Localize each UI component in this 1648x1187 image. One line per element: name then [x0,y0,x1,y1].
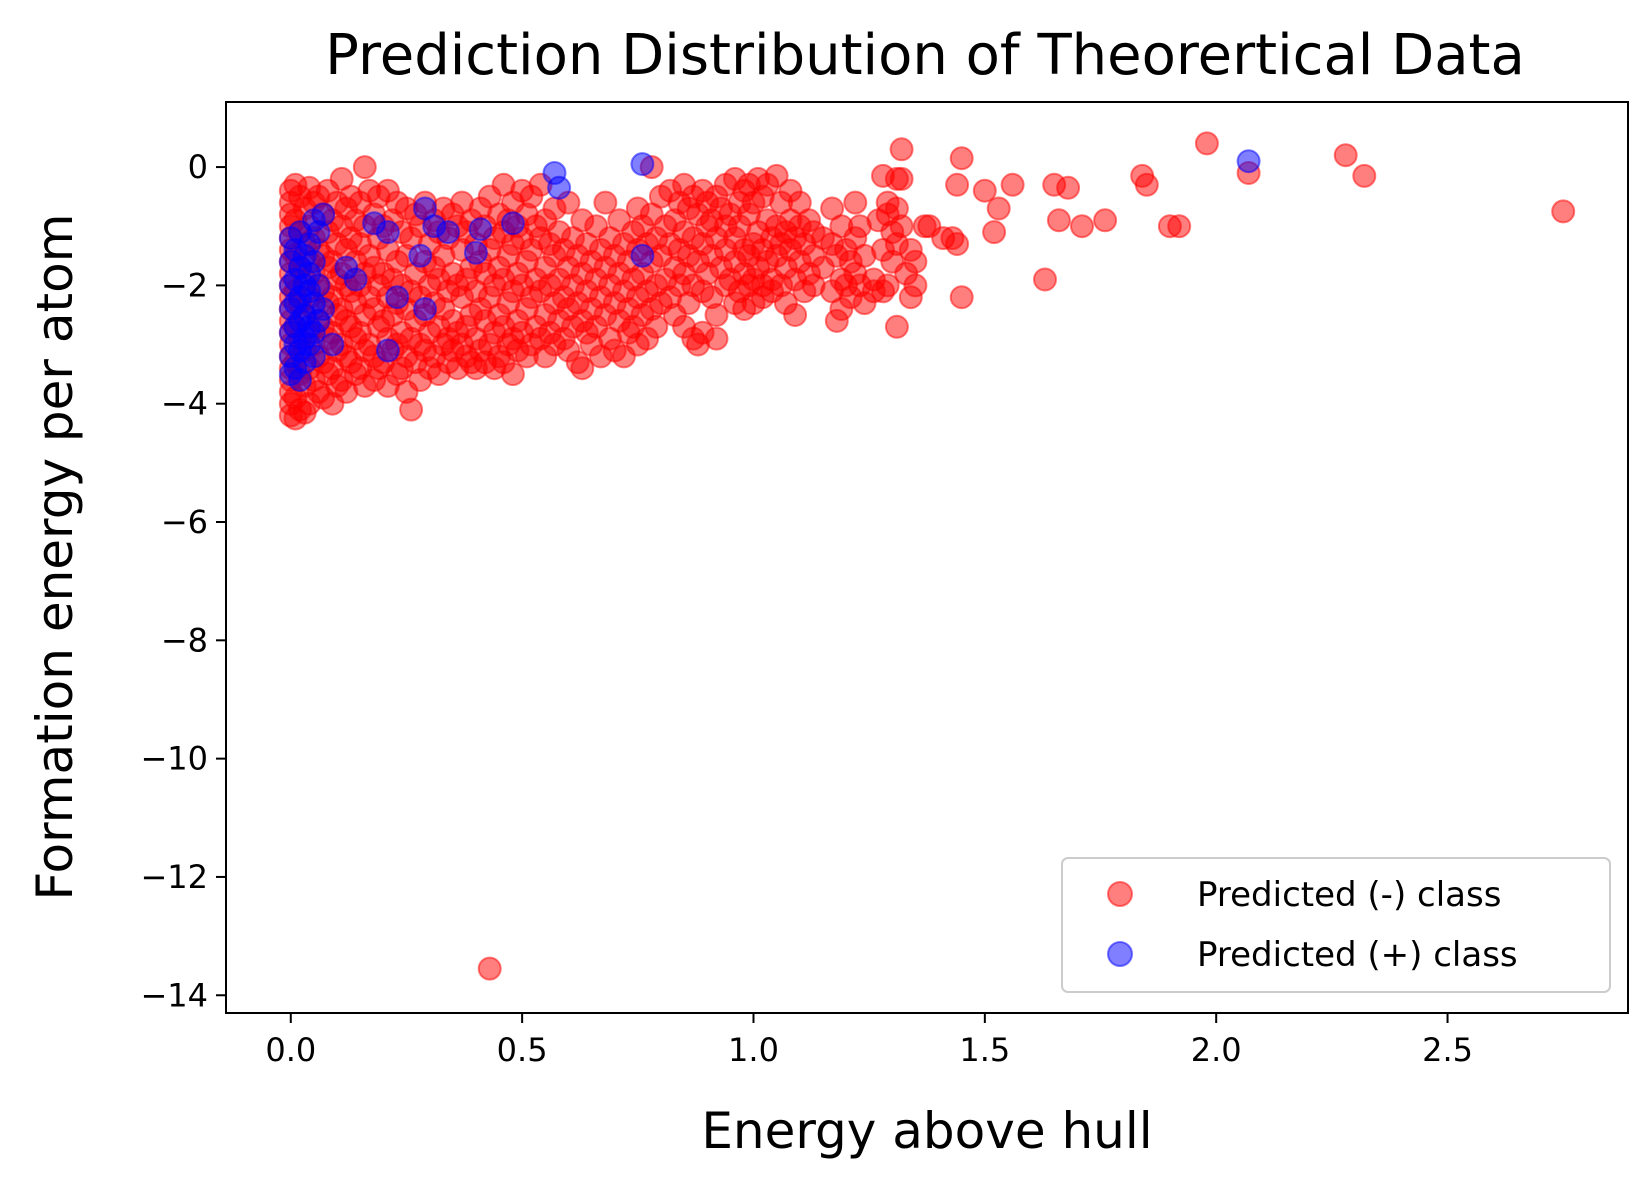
data-point-negative [982,220,1007,245]
data-point-negative [945,172,970,197]
x-axis-label: Energy above hull [701,1102,1152,1160]
x-tick-label: 2.5 [1422,1031,1473,1069]
data-point-negative [1000,172,1025,197]
data-point-negative [399,397,424,422]
data-point-negative [903,273,928,298]
y-tick-label: 0 [188,148,208,186]
data-point-negative [986,196,1011,221]
y-tick-label: −8 [161,621,208,659]
data-point-positive [301,249,326,274]
data-point-negative [1134,172,1159,197]
data-point-negative [843,190,868,215]
data-point-negative [1033,267,1057,292]
data-point-negative [1352,163,1377,188]
legend-label-negative: Predicted (-) class [1197,875,1501,915]
data-point-positive [385,285,410,310]
x-tick-label: 1.5 [959,1031,1010,1069]
x-tick-label: 2.0 [1191,1031,1242,1069]
data-point-negative [875,273,900,298]
data-point-negative [764,163,789,188]
legend-marker-positive [1107,941,1133,967]
data-point-positive [413,297,437,321]
data-point-negative [1093,208,1118,233]
data-point-negative [884,314,909,339]
data-point-negative [1551,199,1576,224]
y-tick-label: −6 [161,503,208,541]
data-point-negative [889,166,914,191]
data-point-negative [644,314,669,339]
data-point-positive [320,332,345,357]
y-tick-label: −14 [140,976,208,1014]
data-point-negative [352,155,377,180]
data-point-positive [630,152,655,177]
plot-points [278,131,1576,981]
data-point-negative [945,232,970,256]
data-point-positive [547,175,572,200]
data-point-negative [889,214,914,239]
legend: Predicted (-) class Predicted (+) class [1061,857,1611,993]
x-tick-label: 1.0 [728,1031,779,1069]
legend-marker-negative [1107,881,1133,907]
data-point-positive [468,217,493,242]
legend-label-positive: Predicted (+) class [1197,935,1518,975]
x-tick-label: 0.5 [497,1031,548,1069]
y-tick-label: −12 [140,858,208,896]
y-axis: 0 −2 −4 −6 −8 −10 −12 −14 [140,148,226,1014]
data-point-negative [949,285,974,310]
data-point-negative [889,137,914,162]
data-point-positive [463,240,488,265]
plot-area-frame [225,101,1629,1014]
y-tick-label: −2 [161,266,208,304]
data-point-negative [972,178,997,203]
data-point-positive [375,338,400,363]
y-tick-label: −10 [140,740,208,778]
data-point-negative [1046,208,1071,233]
data-point-positive [436,220,461,245]
chart-title: Prediction Distribution of Theorertical … [325,23,1525,88]
data-point-negative [903,249,928,274]
data-point-negative [1194,131,1219,156]
data-point-negative [704,303,729,327]
data-point-positive [306,273,331,298]
data-point-positive [301,344,326,369]
data-point-positive [375,220,400,245]
data-point-positive [311,297,336,321]
data-point-positive [1236,149,1261,174]
data-point-positive [311,202,336,227]
x-tick-label: 0.0 [265,1031,316,1069]
legend-box [1061,857,1611,993]
data-point-negative [477,956,502,981]
data-point-positive [343,267,368,292]
data-point-negative [570,356,595,381]
data-point-positive [500,211,525,236]
data-point-negative [783,303,808,327]
data-point-positive [408,243,433,268]
data-point-positive [630,243,655,268]
data-point-negative [1070,214,1094,239]
data-point-negative [949,146,974,171]
x-axis: 0.0 0.5 1.0 1.5 2.0 2.5 [265,1013,1473,1069]
data-point-negative [500,362,525,387]
y-axis-label: Formation energy per atom [26,214,84,901]
data-point-negative [1167,214,1192,239]
y-tick-label: −4 [161,385,208,423]
data-point-negative [593,190,618,215]
data-point-negative [1333,143,1358,168]
data-point-negative [1056,175,1081,200]
data-point-negative [704,326,729,351]
